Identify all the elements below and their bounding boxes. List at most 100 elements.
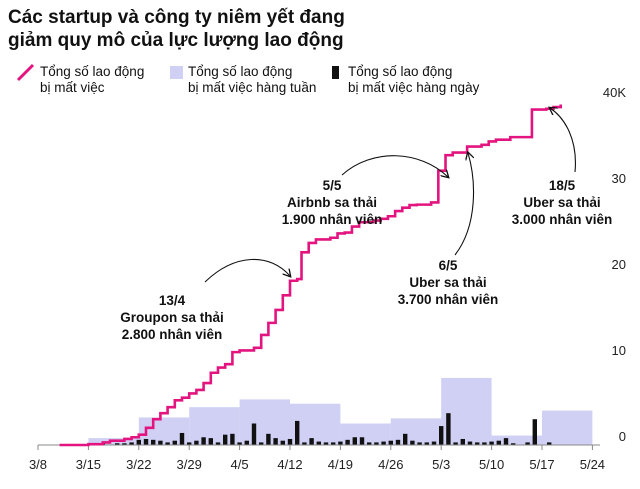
daily-bar-32: [338, 441, 343, 445]
daily-bar-9: [172, 440, 177, 445]
annotation-groupon-line-0: 13/4: [159, 293, 186, 308]
legend-cumulative-line-2: bị mất việc: [40, 80, 105, 95]
daily-bar-51: [475, 442, 480, 445]
daily-bar-11: [187, 442, 192, 445]
x-tick-label-4: 4/5: [231, 457, 249, 472]
daily-bar-5: [143, 438, 149, 445]
chart-title-line-1: Các startup và công ty niêm yết đang: [8, 7, 345, 28]
daily-bar-43: [417, 442, 422, 445]
daily-bar-38: [381, 441, 386, 445]
annotation-uber2-line-1: Uber sa thải: [523, 195, 600, 210]
legend-cumulative: Tổng số lao động bị mất việc: [40, 64, 144, 96]
annotation-airbnb-line-0: 5/5: [323, 178, 342, 193]
daily-bar-30: [323, 442, 329, 445]
daily-bar-59: [547, 442, 552, 445]
annotation-airbnb-arrow: [341, 155, 448, 177]
weekly-bar-3: [239, 399, 290, 445]
daily-bar-42: [410, 440, 415, 445]
daily-bar-22: [266, 433, 271, 445]
daily-bar-49: [460, 438, 465, 445]
legend-weekly-line-2: bị mất việc hàng tuần: [188, 80, 317, 95]
y-tick-label-2: 20: [612, 257, 626, 272]
x-tick-label-3: 3/29: [177, 457, 202, 472]
annotation-groupon-line-2: 2.800 nhân viên: [122, 327, 223, 342]
daily-bar-33: [345, 439, 350, 445]
legend-swatch-daily: [332, 66, 339, 79]
daily-bar-21: [259, 442, 264, 445]
annotation-groupon-line-1: Groupon sa thải: [120, 310, 224, 325]
daily-bar-56: [511, 443, 516, 445]
daily-bar-14: [208, 438, 213, 445]
daily-bar-17: [230, 433, 235, 445]
legend-swatch-cumulative: [16, 63, 35, 82]
annotation-uber2-arrow: [550, 108, 576, 173]
daily-bar-20: [251, 423, 257, 445]
legend-weekly: Tổng số lao động bị mất việc hàng tuần: [188, 64, 316, 96]
daily-bar-25: [287, 438, 293, 445]
daily-bar-37: [374, 442, 379, 445]
weekly-bar-9: [542, 410, 593, 445]
daily-bar-41: [403, 433, 408, 445]
y-tick-label-3: 10: [612, 343, 626, 358]
x-tick-label-2: 3/22: [126, 457, 151, 472]
daily-bar-24: [280, 440, 285, 445]
y-tick-label-4: 0: [619, 429, 626, 444]
daily-bar-3: [129, 442, 134, 445]
cumulative-line: [59, 104, 563, 447]
y-tick-label-0: 40K: [603, 85, 626, 100]
daily-bar-46: [439, 426, 444, 445]
daily-bar-52: [482, 442, 487, 445]
daily-bar-57: [525, 442, 530, 445]
daily-bar-7: [158, 440, 163, 445]
annotation-groupon-arrow: [204, 258, 290, 283]
x-tick-label-11: 5/24: [580, 457, 605, 472]
annotation-airbnb-line-2: 1.900 nhân viên: [282, 212, 383, 227]
daily-bar-39: [388, 440, 393, 445]
x-tick-label-5: 4/12: [277, 457, 302, 472]
daily-bar-12: [194, 440, 199, 445]
annotation-uber1-line-2: 3.700 nhân viên: [398, 292, 499, 307]
legend-cumulative-line-1: Tổng số lao động: [40, 64, 145, 79]
daily-bar-28: [309, 438, 314, 445]
daily-bar-34: [352, 437, 357, 445]
chart-title-line-2: giảm quy mô của lực lượng lao động: [8, 30, 344, 51]
daily-bar-40: [395, 439, 401, 445]
daily-bar-27: [302, 442, 307, 445]
daily-bar-23: [273, 438, 278, 445]
daily-bar-26: [295, 420, 300, 445]
daily-bar-16: [223, 434, 228, 445]
annotation-airbnb-line-1: Airbnb sa thải: [287, 195, 377, 210]
daily-bar-4: [136, 439, 141, 445]
daily-bar-15: [215, 442, 221, 445]
x-tick-label-10: 5/17: [529, 457, 554, 472]
x-tick-label-6: 4/19: [328, 457, 353, 472]
daily-bar-48: [453, 442, 458, 445]
daily-bar-6: [151, 439, 156, 445]
x-tick-label-0: 3/8: [29, 457, 47, 472]
weekly-bar-8: [491, 435, 542, 445]
x-tick-label-1: 3/15: [76, 457, 101, 472]
legend-daily-line-1: Tổng số lao động: [348, 64, 453, 79]
legend-daily-line-2: bị mất việc hàng ngày: [348, 80, 480, 95]
legend-weekly-line-1: Tổng số lao động: [188, 64, 293, 79]
x-tick-label-7: 4/26: [378, 457, 403, 472]
daily-bar-1: [115, 443, 120, 445]
daily-bar-55: [503, 438, 509, 445]
daily-bar-10: [179, 432, 185, 445]
annotation-uber1-line-1: Uber sa thải: [409, 275, 486, 290]
daily-bar-45: [431, 441, 437, 445]
daily-bar-47: [446, 413, 451, 445]
annotation-uber2-line-2: 3.000 nhân viên: [512, 212, 613, 227]
legend-daily: Tổng số lao động bị mất việc hàng ngày: [348, 64, 479, 96]
daily-bar-36: [367, 442, 372, 445]
x-tick-label-8: 5/3: [432, 457, 450, 472]
daily-bar-50: [467, 441, 473, 445]
daily-bar-58: [532, 419, 537, 445]
daily-bar-2: [122, 443, 127, 445]
annotation-uber1-line-0: 6/5: [439, 258, 458, 273]
daily-bar-54: [496, 440, 501, 445]
daily-bar-53: [489, 441, 494, 445]
daily-bar-19: [244, 440, 249, 445]
legend-swatch-weekly: [170, 66, 183, 79]
